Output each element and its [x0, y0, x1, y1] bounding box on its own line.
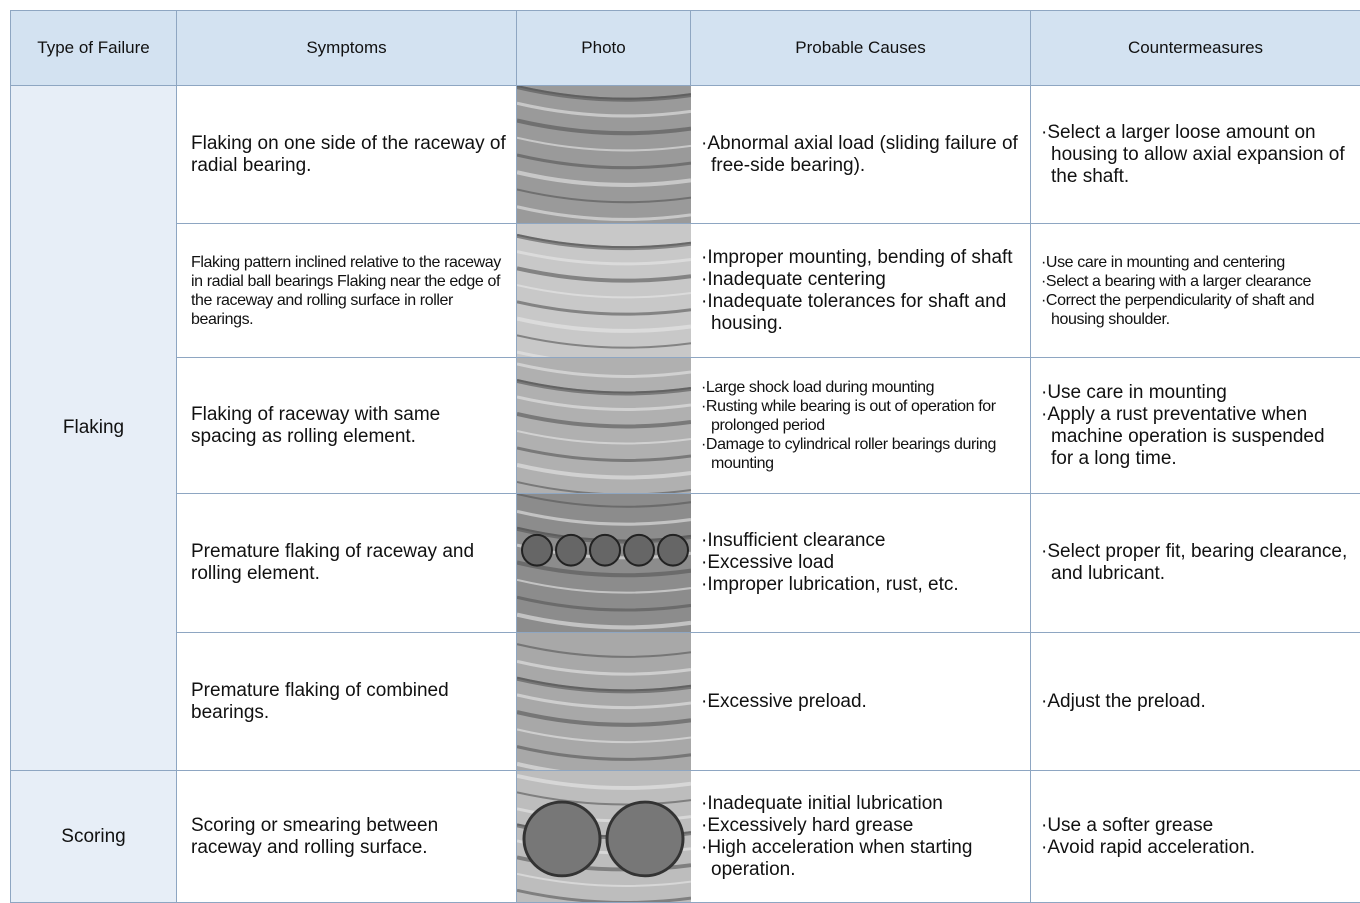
- table-row: Flaking pattern inclined relative to the…: [11, 224, 1360, 358]
- cause: ·Excessive load: [701, 552, 1022, 574]
- symptom: Flaking on one side of the raceway of ra…: [177, 86, 517, 224]
- cause: ·Inadequate tolerances for shaft and hou…: [701, 291, 1022, 335]
- cause: ·Abnormal axial load (sliding failure of…: [701, 133, 1022, 177]
- header-cell: Symptoms: [177, 11, 517, 86]
- symptom: Flaking of raceway with same spacing as …: [177, 358, 517, 494]
- header-cell: Countermeasures: [1031, 11, 1360, 86]
- symptom: Flaking pattern inclined relative to the…: [177, 224, 517, 358]
- countermeasure-cell: ·Use care in mounting·Apply a rust preve…: [1031, 358, 1360, 494]
- photo: [517, 86, 691, 223]
- photo-cell: [517, 633, 691, 771]
- photo-cell: [517, 86, 691, 224]
- photo-cell: [517, 358, 691, 494]
- countermeasure: ·Use care in mounting: [1041, 382, 1352, 404]
- symptom: Premature flaking of raceway and rolling…: [177, 494, 517, 633]
- countermeasure: ·Select proper fit, bearing clearance, a…: [1041, 541, 1352, 585]
- countermeasure: ·Use a softer grease: [1041, 815, 1352, 837]
- symptom: Premature flaking of combined bearings.: [177, 633, 517, 771]
- countermeasure: ·Apply a rust preventative when machine …: [1041, 404, 1352, 470]
- countermeasure: ·Use care in mounting and centering: [1041, 253, 1352, 272]
- photo: [517, 224, 691, 357]
- countermeasure: ·Select a bearing with a larger clearanc…: [1041, 272, 1352, 291]
- header-cell: Photo: [517, 11, 691, 86]
- countermeasure: ·Select a larger loose amount on housing…: [1041, 122, 1352, 188]
- failure-type: Scoring: [11, 771, 177, 903]
- photo-cell: [517, 771, 691, 903]
- countermeasure-cell: ·Select a larger loose amount on housing…: [1031, 86, 1360, 224]
- table-row: Premature flaking of combined bearings. ·…: [11, 633, 1360, 771]
- cause: ·Improper mounting, bending of shaft: [701, 247, 1022, 269]
- countermeasure: ·Adjust the preload.: [1041, 691, 1352, 713]
- photo: [517, 494, 691, 632]
- cause: ·Insufficient clearance: [701, 530, 1022, 552]
- table-row: Premature flaking of raceway and rolling…: [11, 494, 1360, 633]
- countermeasure-cell: ·Adjust the preload.: [1031, 633, 1360, 771]
- failure-type: Flaking: [11, 86, 177, 771]
- countermeasure-cell: ·Select proper fit, bearing clearance, a…: [1031, 494, 1360, 633]
- photo-cell: [517, 494, 691, 633]
- cause: ·High acceleration when starting operati…: [701, 837, 1022, 881]
- cause-cell: ·Improper mounting, bending of shaft·Ina…: [691, 224, 1031, 358]
- cause-cell: ·Inadequate initial lubrication·Excessiv…: [691, 771, 1031, 903]
- cause: ·Damage to cylindrical roller bearings d…: [701, 435, 1022, 473]
- header-cell: Probable Causes: [691, 11, 1031, 86]
- cause: ·Improper lubrication, rust, etc.: [701, 574, 1022, 596]
- cause: ·Excessively hard grease: [701, 815, 1022, 837]
- countermeasure: ·Avoid rapid acceleration.: [1041, 837, 1352, 859]
- photo: [517, 358, 691, 493]
- header-cell: Type of Failure: [11, 11, 177, 86]
- cause-cell: ·Excessive preload.: [691, 633, 1031, 771]
- countermeasure-cell: ·Use care in mounting and centering·Sele…: [1031, 224, 1360, 358]
- table-row: Flaking of raceway with same spacing as …: [11, 358, 1360, 494]
- cause: ·Inadequate initial lubrication: [701, 793, 1022, 815]
- cause: ·Large shock load during mounting: [701, 378, 1022, 397]
- cause: ·Inadequate centering: [701, 269, 1022, 291]
- cause: ·Excessive preload.: [701, 691, 1022, 713]
- photo-cell: [517, 224, 691, 358]
- photo: [517, 633, 691, 770]
- photo: [517, 771, 691, 902]
- cause-cell: ·Insufficient clearance·Excessive load·I…: [691, 494, 1031, 633]
- countermeasure: ·Correct the perpendicularity of shaft a…: [1041, 291, 1352, 329]
- cause-cell: ·Large shock load during mounting·Rustin…: [691, 358, 1031, 494]
- cause: ·Rusting while bearing is out of operati…: [701, 397, 1022, 435]
- cause-cell: ·Abnormal axial load (sliding failure of…: [691, 86, 1031, 224]
- symptom: Scoring or smearing between raceway and …: [177, 771, 517, 903]
- countermeasure-cell: ·Use a softer grease·Avoid rapid acceler…: [1031, 771, 1360, 903]
